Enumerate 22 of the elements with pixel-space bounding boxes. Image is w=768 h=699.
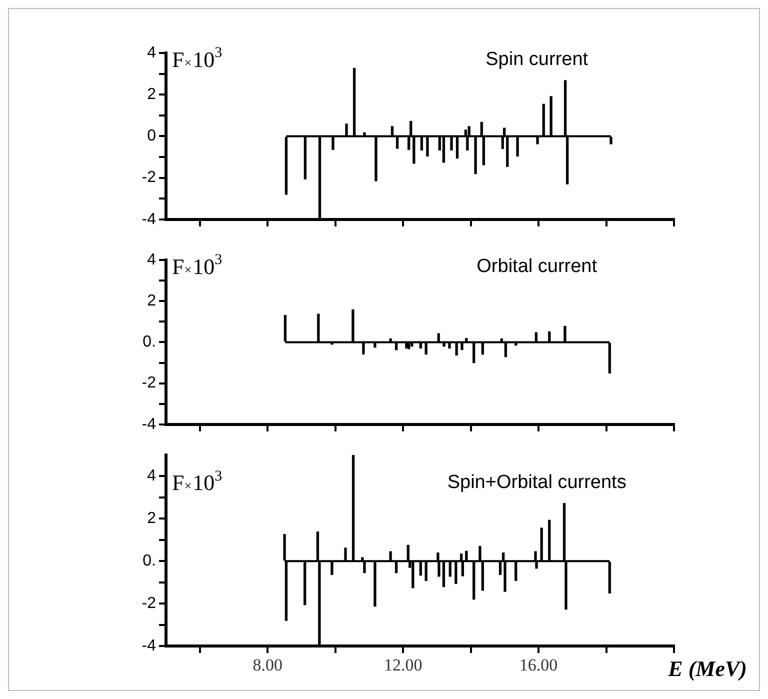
chart-title: Spin current — [486, 49, 589, 70]
y-tick-label: -4 — [142, 637, 156, 654]
y-tick-label: 4 — [147, 468, 156, 485]
x-tick-label: 16.00 — [519, 656, 558, 675]
y-tick-label: 4 — [147, 44, 156, 62]
y-tick-label: 0. — [142, 334, 156, 351]
x-axis-title: E (MeV) — [667, 656, 747, 681]
chart-title: Orbital current — [476, 256, 598, 277]
y-tick-label: 2 — [147, 510, 156, 528]
y-tick-label: -4 — [142, 416, 156, 433]
y-tick-label: -2 — [142, 169, 156, 186]
y-tick-label: -4 — [142, 210, 156, 228]
text: Spin+Orbital currents — [447, 472, 626, 494]
x-tick-label: 12.00 — [384, 656, 422, 675]
y-tick-label: 0. — [142, 552, 156, 570]
x-tick-label: 8.00 — [252, 656, 282, 675]
y-tick-label: 4 — [147, 251, 156, 268]
y-tick-label: 0 — [147, 128, 156, 145]
y-tick-label: -2 — [142, 594, 156, 612]
y-tick-label: 2 — [147, 86, 156, 104]
y-tick-label: 2 — [147, 292, 156, 310]
y-tick-label: -2 — [142, 374, 156, 392]
